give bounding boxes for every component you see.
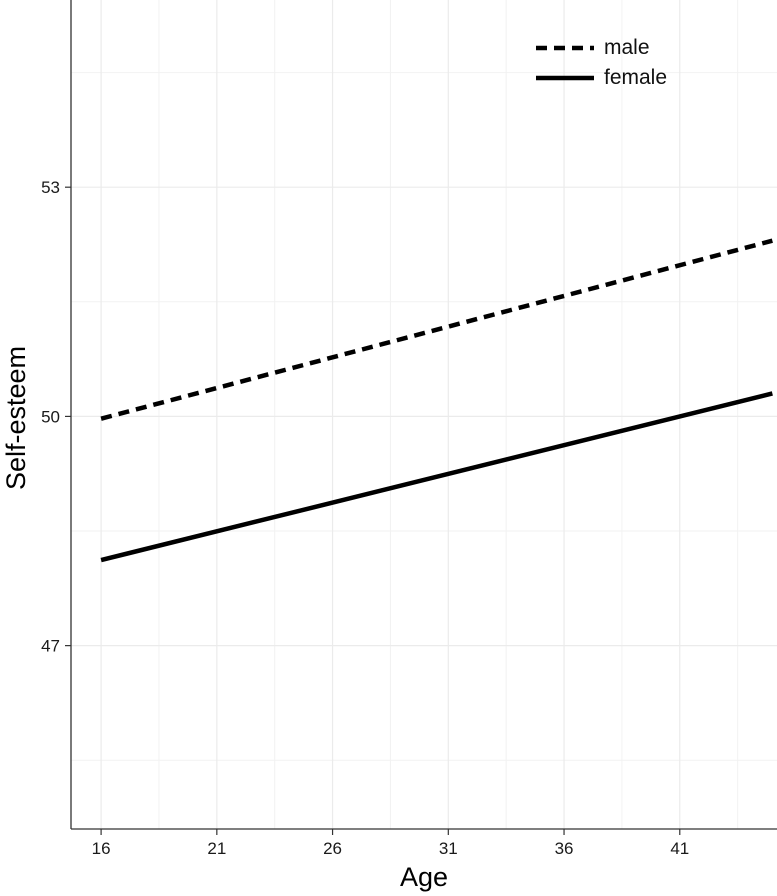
y-tick-label: 53 bbox=[41, 178, 60, 197]
x-tick-label: 21 bbox=[207, 839, 226, 858]
x-tick-label: 16 bbox=[92, 839, 111, 858]
x-tick-label: 31 bbox=[439, 839, 458, 858]
y-tick-label: 47 bbox=[41, 637, 60, 656]
x-tick-label: 26 bbox=[323, 839, 342, 858]
axes bbox=[70, 0, 777, 830]
legend-label-female: female bbox=[604, 66, 667, 89]
series-line-female bbox=[100, 391, 773, 563]
gridlines bbox=[71, 0, 777, 829]
series-line-male bbox=[100, 238, 773, 421]
y-axis-title: Self-esteem bbox=[1, 346, 31, 490]
x-tick-label: 41 bbox=[670, 839, 689, 858]
x-tick-label: 36 bbox=[555, 839, 574, 858]
legend: male female bbox=[536, 36, 667, 89]
x-axis-title: Age bbox=[400, 862, 448, 892]
x-axis-ticks: 16 21 26 31 36 41 bbox=[92, 829, 689, 858]
y-axis-ticks: 47 50 53 bbox=[41, 178, 71, 656]
y-tick-label: 50 bbox=[41, 407, 60, 426]
legend-label-male: male bbox=[604, 36, 650, 59]
series-lines bbox=[100, 238, 773, 563]
